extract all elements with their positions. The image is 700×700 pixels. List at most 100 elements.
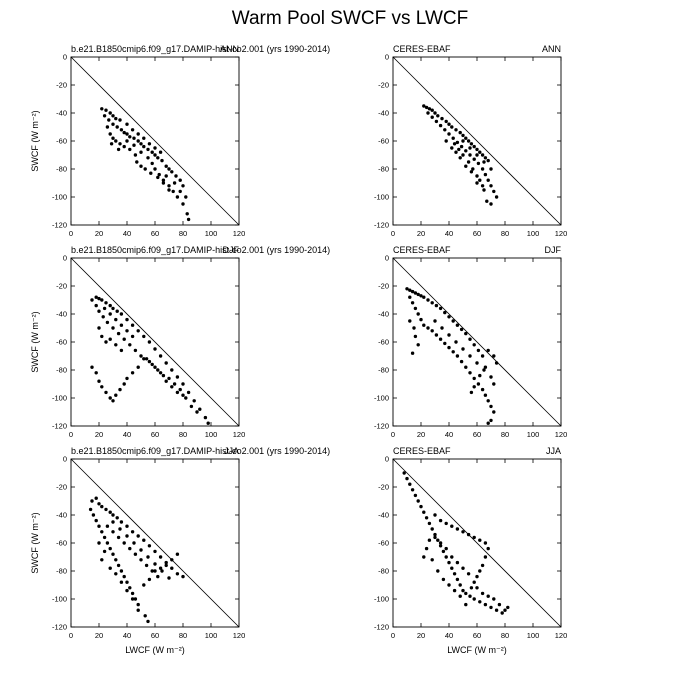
y-tick-label: -80 xyxy=(378,165,389,174)
data-point xyxy=(466,572,471,576)
data-point xyxy=(458,594,462,598)
panel-left-label: CERES-EBAF xyxy=(393,446,451,456)
data-point xyxy=(466,532,471,537)
reference-line xyxy=(70,458,240,628)
data-point xyxy=(422,295,426,299)
scatter-panel-1: 0 20 40 60 80 100 120 0 -20 -40 -60 -80 -100 -120 b.e2… xyxy=(30,44,330,238)
x-tick-label: 60 xyxy=(473,430,481,439)
data-point xyxy=(486,399,490,403)
data-point xyxy=(430,527,434,531)
y-tick-label: -40 xyxy=(378,109,389,118)
data-point xyxy=(438,123,443,128)
data-point xyxy=(468,337,472,341)
data-point xyxy=(427,521,432,526)
data-point xyxy=(438,518,443,523)
data-point xyxy=(119,312,124,316)
data-point xyxy=(104,108,108,112)
y-tick-label: -120 xyxy=(374,422,389,431)
data-point xyxy=(128,147,132,152)
data-point xyxy=(181,382,185,386)
data-point xyxy=(422,555,426,559)
data-point xyxy=(461,347,465,351)
data-point xyxy=(100,530,104,534)
data-point xyxy=(459,359,464,364)
data-point xyxy=(438,337,443,341)
data-point xyxy=(147,544,152,548)
data-point xyxy=(455,354,460,358)
data-point xyxy=(136,608,140,612)
data-point xyxy=(153,347,157,351)
data-point xyxy=(457,147,461,152)
data-point xyxy=(475,147,479,152)
panel-left-label: CERES-EBAF xyxy=(393,44,451,54)
x-tick-label: 20 xyxy=(417,229,425,238)
data-point xyxy=(178,387,182,392)
data-point xyxy=(408,295,412,299)
data-point xyxy=(102,535,107,540)
data-point xyxy=(114,393,118,397)
y-tick-label: -60 xyxy=(378,338,389,347)
scatter-panel-2: 0 20 40 60 80 100 120 0 -20 -40 -60 -80 -100 -120 CERE… xyxy=(374,44,567,238)
data-point xyxy=(447,315,451,319)
data-point xyxy=(464,136,468,140)
data-point xyxy=(125,122,129,126)
data-point xyxy=(130,323,135,327)
data-point xyxy=(408,288,412,292)
data-point xyxy=(130,591,135,596)
x-tick-label: 100 xyxy=(205,430,218,439)
reference-line xyxy=(392,56,562,226)
data-point xyxy=(94,518,98,523)
scatter-panel-4: 0 20 40 60 80 100 120 0 -20 -40 -60 -80 -100 -120 CERE… xyxy=(374,245,567,439)
data-point xyxy=(122,144,126,149)
scatter-panel-6: 0 20 40 60 80 100 120 0 -20 -40 -60 -80 -100 -120 CERE… xyxy=(374,446,567,655)
y-tick-label: 0 xyxy=(63,53,67,62)
data-point xyxy=(181,574,185,579)
data-point xyxy=(132,136,136,140)
y-tick-label: -100 xyxy=(52,595,67,604)
data-point xyxy=(125,524,129,528)
data-point xyxy=(104,301,108,305)
y-tick-label: -100 xyxy=(374,394,389,403)
data-point xyxy=(90,298,94,302)
data-point xyxy=(143,614,147,618)
data-point xyxy=(119,580,124,584)
x-tick-label: 60 xyxy=(151,229,159,238)
data-point xyxy=(147,577,152,582)
page-title: Warm Pool SWCF vs LWCF xyxy=(231,8,469,29)
data-point xyxy=(472,580,476,584)
data-point xyxy=(114,572,118,576)
x-tick-label: 20 xyxy=(95,430,103,439)
data-point xyxy=(444,546,448,551)
data-point xyxy=(440,116,444,121)
data-point xyxy=(436,569,440,573)
data-point xyxy=(483,602,488,607)
data-point xyxy=(125,329,129,333)
data-point xyxy=(167,167,171,171)
data-point xyxy=(97,379,101,383)
x-tick-label: 40 xyxy=(123,430,131,439)
data-point xyxy=(480,184,485,188)
x-tick-label: 80 xyxy=(501,229,509,238)
data-point xyxy=(408,319,412,323)
data-point xyxy=(480,167,485,171)
data-point xyxy=(461,133,465,138)
data-point xyxy=(115,125,119,129)
data-point xyxy=(108,396,112,400)
data-point xyxy=(136,534,140,538)
x-tick-label: 60 xyxy=(151,430,159,439)
data-point xyxy=(441,577,446,582)
data-point xyxy=(483,541,488,545)
data-point xyxy=(114,317,118,322)
x-tick-label: 0 xyxy=(391,631,395,640)
data-point xyxy=(133,552,138,556)
data-point xyxy=(476,161,481,166)
data-point xyxy=(452,588,457,593)
y-tick-label: -20 xyxy=(56,483,67,492)
data-point xyxy=(156,368,160,372)
x-tick-label: 20 xyxy=(417,430,425,439)
data-point xyxy=(97,296,101,301)
data-point xyxy=(104,507,108,512)
data-point xyxy=(447,122,451,126)
data-point xyxy=(469,390,474,395)
